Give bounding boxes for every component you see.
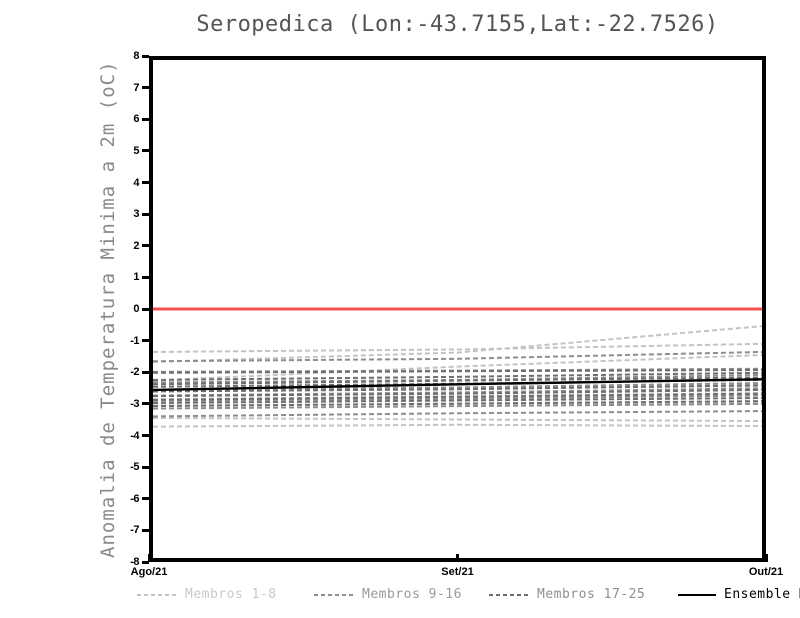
y-tick-label: -6 [130, 492, 139, 505]
y-tick-mark [142, 497, 149, 501]
ensemble-member-line-g1-7 [153, 416, 762, 423]
ensemble-member-line-g1-8 [153, 423, 762, 428]
y-tick-mark [142, 212, 149, 216]
y-tick-mark [142, 465, 149, 469]
ensemble-member-line-g3-6 [153, 392, 762, 401]
legend-dashed-line-sample [489, 594, 529, 596]
y-tick-label: 0 [133, 303, 139, 315]
y-tick-mark [142, 339, 149, 343]
y-tick-mark [142, 244, 149, 248]
ensemble-member-line-g3-5 [153, 388, 762, 398]
legend-item: Ensemble Mean [678, 588, 800, 602]
x-tick-mark [456, 554, 459, 562]
plot-area [149, 56, 766, 562]
y-tick-label: 6 [133, 113, 139, 126]
y-tick-label: 5 [133, 144, 139, 157]
y-tick-mark [142, 434, 149, 437]
ensemble-member-line-g1-3 [153, 354, 762, 382]
y-tick-mark [142, 117, 149, 121]
y-tick-mark [142, 54, 149, 58]
legend-label: Membros 1-8 [185, 587, 277, 602]
legend-solid-line-sample [678, 594, 716, 596]
chart-title: Seropedica (Lon:-43.7155,Lat:-22.7526) [196, 12, 719, 37]
ensemble-member-line-g2-7 [153, 402, 762, 410]
y-tick-mark [142, 307, 149, 311]
y-tick-label: -7 [130, 524, 139, 537]
legend-dashed-line-sample [314, 594, 354, 596]
ensemble-member-line-g3-2 [153, 371, 762, 381]
ensemble-member-line-g3-7 [153, 397, 762, 404]
legend-label: Membros 17-25 [537, 587, 646, 602]
y-tick-mark [142, 402, 149, 406]
y-tick-label: -1 [130, 334, 139, 347]
legend-label: Ensemble Mean [724, 587, 800, 602]
y-tick-mark [142, 86, 149, 90]
y-tick-label: 1 [133, 271, 139, 284]
x-tick-mark [764, 554, 768, 562]
legend-item: Membros 1-8 [137, 588, 277, 602]
ensemble-member-line-g2-6 [153, 394, 762, 402]
y-tick-label: 2 [133, 239, 139, 252]
y-tick-mark [142, 528, 149, 532]
y-tick-label: -5 [130, 461, 139, 474]
y-tick-label: -3 [130, 397, 139, 410]
ensemble-member-line-g3-9 [153, 376, 762, 386]
x-tick-label: Out/21 [748, 566, 784, 578]
y-tick-label: 4 [133, 176, 139, 189]
y-tick-mark [142, 149, 149, 153]
x-tick-label: Ago/21 [130, 566, 168, 578]
y-tick-mark [142, 181, 149, 184]
legend-dashed-line-sample [137, 594, 177, 596]
y-tick-label: -4 [130, 429, 139, 442]
y-tick-label: 7 [133, 81, 139, 94]
y-tick-label: -2 [130, 366, 139, 379]
legend-item: Membros 9-16 [314, 588, 462, 602]
ensemble-mean-line [153, 378, 762, 392]
ensemble-member-line-g2-4 [153, 382, 762, 391]
y-tick-mark [142, 370, 149, 374]
x-tick-label: Set/21 [441, 566, 474, 578]
ensemble-member-line-g1-2 [153, 325, 762, 363]
ensemble-member-line-g3-1 [153, 369, 762, 374]
ensemble-member-line-g2-5 [153, 387, 762, 397]
y-tick-mark [142, 560, 149, 564]
ensemble-member-line-g1-1 [153, 342, 762, 353]
x-tick-mark [147, 554, 151, 562]
y-tick-label: 8 [133, 50, 139, 62]
y-tick-label: 3 [133, 208, 139, 221]
ensemble-member-line-g2-8 [153, 410, 762, 418]
legend-item: Membros 17-25 [489, 588, 645, 602]
legend-label: Membros 9-16 [362, 587, 462, 602]
plot-canvas [153, 307, 762, 428]
y-tick-label: -8 [130, 556, 139, 568]
ensemble-member-line-g3-4 [153, 384, 762, 393]
ensemble-member-line-g3-8 [153, 400, 762, 408]
y-tick-mark [142, 275, 149, 279]
ensemble-member-line-g2-1 [153, 350, 762, 363]
